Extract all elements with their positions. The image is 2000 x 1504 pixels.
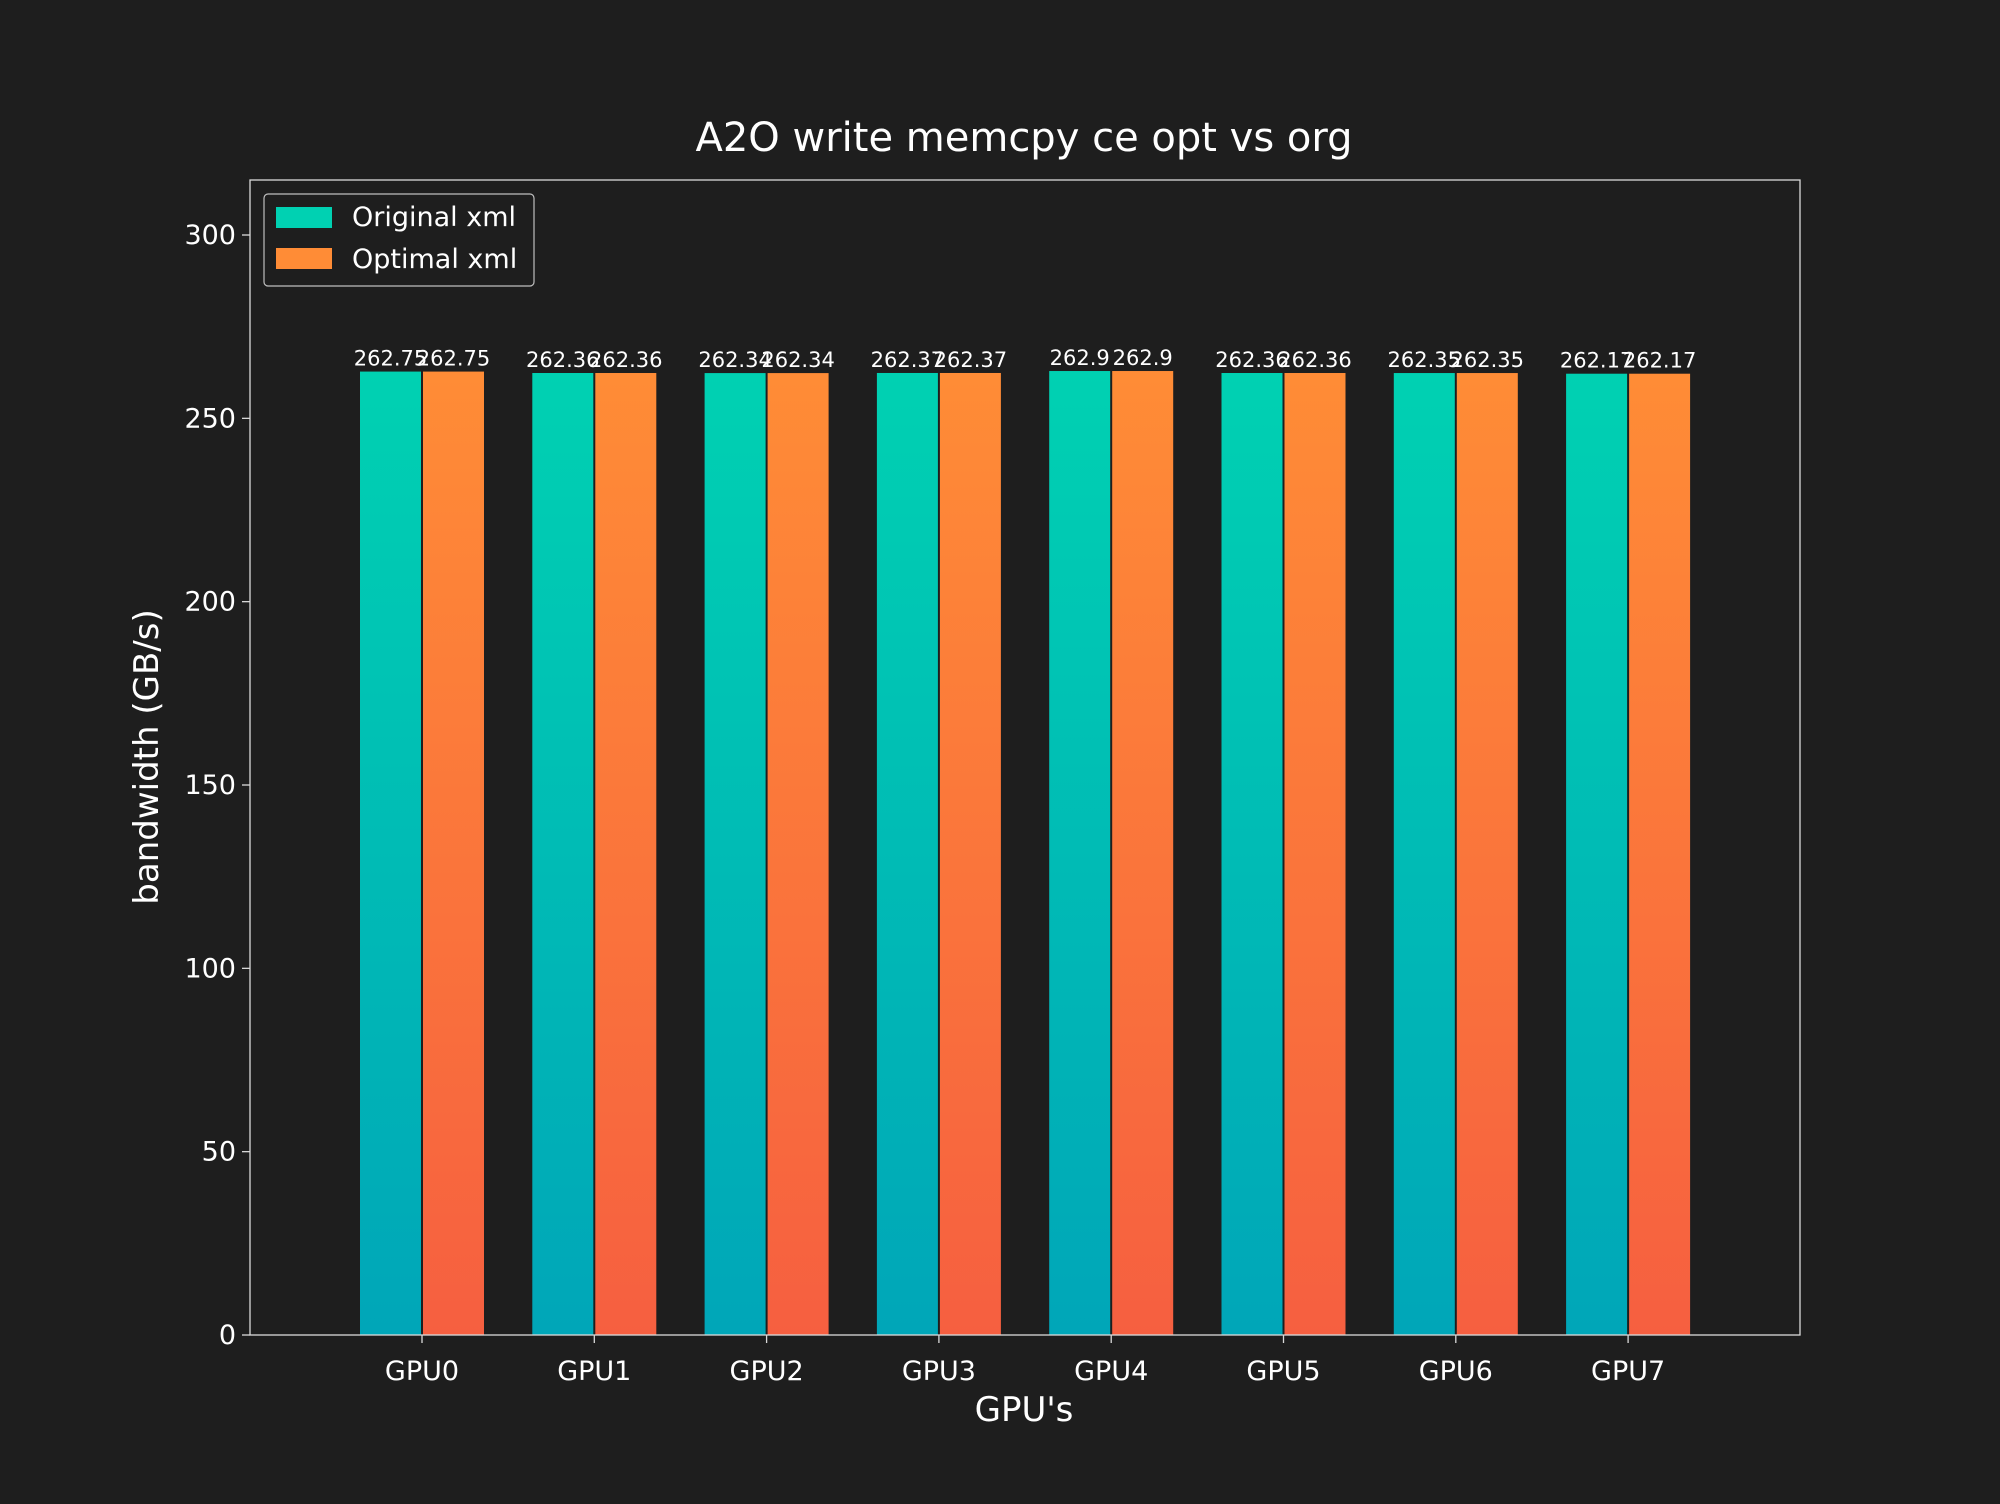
bar-optimal-gpu3: [939, 372, 1001, 1336]
data-label-original-gpu7: 262.17: [1560, 349, 1633, 373]
bar-optimal-gpu5: [1284, 373, 1346, 1335]
bar-original-gpu6: [1393, 373, 1455, 1335]
legend-swatch-optimal: [276, 248, 332, 269]
x-tick-label: GPU6: [1419, 1356, 1493, 1387]
y-tick-label: 250: [184, 403, 236, 434]
y-tick-label: 150: [184, 770, 236, 801]
legend-label-optimal: Optimal xml: [352, 244, 517, 275]
data-label-optimal-gpu4: 262.9: [1113, 346, 1173, 370]
data-label-optimal-gpu5: 262.36: [1278, 348, 1351, 372]
legend: Original xml Optimal xml: [263, 193, 535, 287]
y-tick-label: 300: [184, 220, 236, 251]
y-tick-label: 100: [184, 953, 236, 984]
legend-swatch-original: [276, 207, 332, 228]
x-tick-label: GPU2: [730, 1356, 804, 1387]
chart-title: A2O write memcpy ce opt vs org: [695, 115, 1352, 161]
x-tick-label: GPU4: [1074, 1356, 1148, 1387]
bar-original-gpu0: [360, 371, 421, 1336]
x-axis: GPU0 GPU1 GPU2 GPU3 GPU4 GPU5 GPU6 GPU7: [385, 1335, 1665, 1387]
y-axis-label: bandwidth (GB/s): [127, 609, 167, 904]
x-tick-label: GPU7: [1591, 1356, 1665, 1387]
data-label-original-gpu4: 262.9: [1050, 346, 1110, 370]
y-tick-label: 50: [202, 1137, 236, 1168]
bar-optimal-gpu7: [1629, 373, 1691, 1336]
data-label-optimal-gpu3: 262.37: [934, 348, 1007, 372]
data-label-original-gpu3: 262.37: [871, 348, 944, 372]
y-tick-label: 200: [184, 587, 236, 618]
bar-optimal-gpu0: [423, 371, 484, 1336]
bar-original-gpu2: [704, 373, 766, 1336]
data-label-original-gpu5: 262.36: [1215, 348, 1288, 372]
y-tick-label: 0: [219, 1320, 236, 1351]
x-tick-label: GPU1: [557, 1356, 631, 1387]
data-label-optimal-gpu2: 262.34: [761, 348, 834, 372]
x-tick-label: GPU0: [385, 1356, 459, 1387]
bar-original-gpu7: [1566, 373, 1628, 1336]
x-axis-label: GPU's: [975, 1390, 1074, 1430]
bar-original-gpu1: [532, 373, 594, 1335]
bar-optimal-gpu4: [1112, 371, 1174, 1335]
x-tick-label: GPU5: [1246, 1356, 1320, 1387]
data-label-optimal-gpu6: 262.35: [1451, 348, 1524, 372]
data-label-original-gpu2: 262.34: [698, 348, 771, 372]
data-label-optimal-gpu7: 262.17: [1623, 349, 1696, 373]
bar-optimal-gpu1: [595, 373, 657, 1335]
x-tick-label: GPU3: [902, 1356, 976, 1387]
bar-optimal-gpu2: [767, 373, 829, 1336]
bars-layer: [360, 371, 1691, 1336]
data-label-original-gpu6: 262.35: [1388, 348, 1461, 372]
plot-frame: [249, 179, 1801, 1336]
bar-optimal-gpu6: [1456, 373, 1518, 1335]
bar-original-gpu4: [1049, 371, 1111, 1335]
data-label-optimal-gpu1: 262.36: [589, 348, 662, 372]
data-label-optimal-gpu0: 262.75: [417, 347, 490, 371]
legend-label-original: Original xml: [352, 202, 516, 233]
bar-original-gpu5: [1221, 373, 1283, 1335]
bar-original-gpu3: [876, 372, 938, 1336]
data-label-original-gpu0: 262.75: [354, 347, 427, 371]
data-label-original-gpu1: 262.36: [526, 348, 599, 372]
y-axis: 0 50 100 150 200 250 300: [184, 220, 250, 1351]
